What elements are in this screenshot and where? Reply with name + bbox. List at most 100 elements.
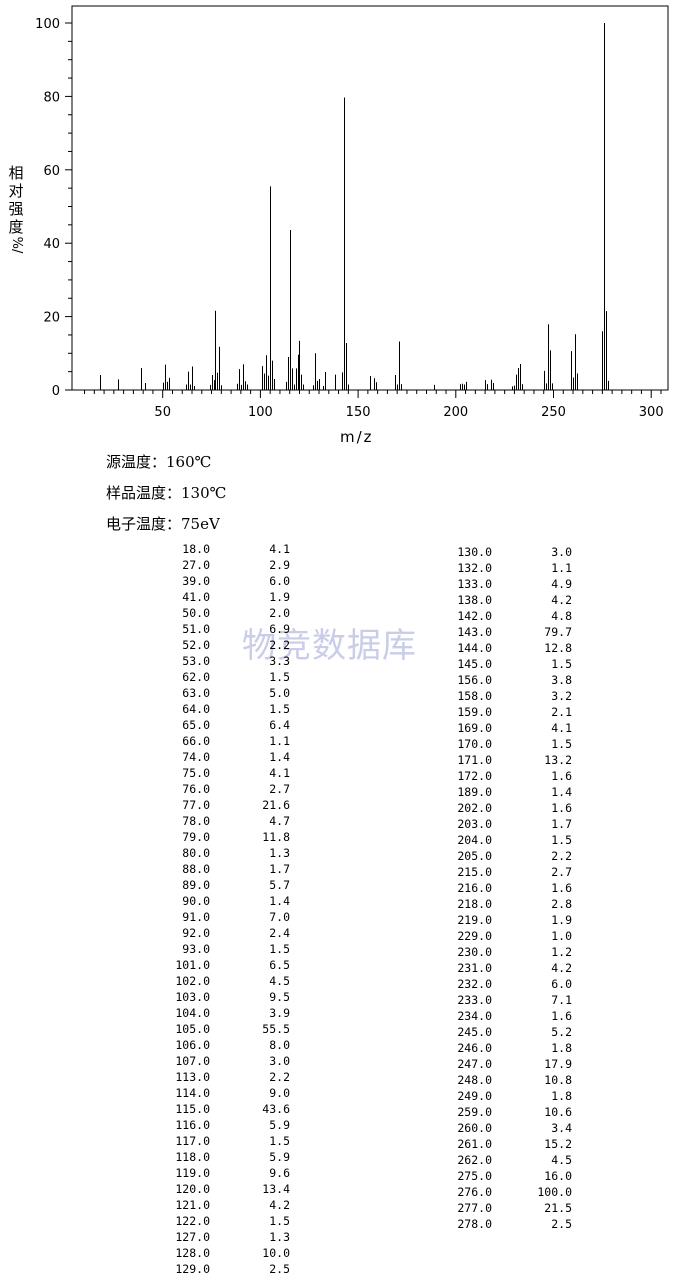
peak-mz: 91.0 bbox=[182, 910, 210, 924]
y-axis-label-char: 对 bbox=[8, 182, 24, 200]
peak-mz: 102.0 bbox=[175, 974, 210, 988]
y-tick-label: 0 bbox=[52, 384, 60, 399]
x-tick-label: 150 bbox=[346, 405, 371, 420]
peak-intensity: 2.5 bbox=[269, 1262, 290, 1276]
peak-intensity: 4.2 bbox=[551, 961, 572, 975]
peak-intensity: 4.2 bbox=[551, 593, 572, 607]
peak-intensity: 3.2 bbox=[551, 689, 572, 703]
peak-mz: 171.0 bbox=[457, 753, 492, 767]
peak-mz: 202.0 bbox=[457, 801, 492, 815]
peak-mz: 120.0 bbox=[175, 1182, 210, 1196]
peak-intensity: 4.7 bbox=[269, 814, 290, 828]
peak-mz: 144.0 bbox=[457, 641, 492, 655]
peak-mz: 276.0 bbox=[457, 1185, 492, 1199]
peak-mz: 77.0 bbox=[182, 798, 210, 812]
peak-mz: 64.0 bbox=[182, 702, 210, 716]
peak-mz: 92.0 bbox=[182, 926, 210, 940]
x-tick-label: 200 bbox=[443, 405, 468, 420]
y-axis-label: 相对强度 %/ bbox=[6, 164, 26, 254]
peak-mz: 103.0 bbox=[175, 990, 210, 1004]
peak-intensity: 17.9 bbox=[544, 1057, 572, 1071]
peak-intensity: 1.5 bbox=[269, 1134, 290, 1148]
peak-intensity: 3.4 bbox=[551, 1121, 572, 1135]
peak-intensity: 5.2 bbox=[551, 1025, 572, 1039]
peak-mz: 203.0 bbox=[457, 817, 492, 831]
peak-intensity: 1.1 bbox=[269, 734, 290, 748]
peak-mz: 122.0 bbox=[175, 1214, 210, 1228]
peak-intensity: 1.5 bbox=[269, 702, 290, 716]
mass-spectrum-chart: 0 20 40 60 80 100 50 100 150 200 250 300 bbox=[35, 5, 669, 420]
peak-intensity: 1.5 bbox=[551, 657, 572, 671]
plot-frame bbox=[71, 5, 669, 391]
peak-intensity: 12.8 bbox=[544, 641, 572, 655]
plot-axes bbox=[71, 5, 669, 391]
peak-mz: 170.0 bbox=[457, 737, 492, 751]
peak-mz: 189.0 bbox=[457, 785, 492, 799]
peak-intensity: 1.6 bbox=[551, 1009, 572, 1023]
sample-temperature: 样品温度：130℃ bbox=[106, 484, 227, 502]
peak-mz: 88.0 bbox=[182, 862, 210, 876]
peak-mz: 133.0 bbox=[457, 577, 492, 591]
peak-mz: 138.0 bbox=[457, 593, 492, 607]
peak-intensity: 2.2 bbox=[269, 1070, 290, 1084]
y-tick-label: 40 bbox=[43, 237, 60, 252]
peak-intensity: 9.5 bbox=[269, 990, 290, 1004]
peak-intensity: 10.6 bbox=[544, 1105, 572, 1119]
y-axis-label-char: 强 bbox=[8, 200, 24, 218]
peak-mz: 262.0 bbox=[457, 1153, 492, 1167]
peak-intensity: 1.5 bbox=[269, 942, 290, 956]
peak-mz: 51.0 bbox=[182, 622, 210, 636]
peak-intensity: 3.0 bbox=[551, 545, 572, 559]
peak-intensity: 4.1 bbox=[269, 542, 290, 556]
peak-intensity: 1.6 bbox=[551, 801, 572, 815]
peak-mz: 159.0 bbox=[457, 705, 492, 719]
y-axis-ticks: 0 20 40 60 80 100 bbox=[35, 17, 72, 399]
y-tick-label: 60 bbox=[43, 164, 60, 179]
peak-intensity: 8.0 bbox=[269, 1038, 290, 1052]
y-axis-label-char: 度 bbox=[8, 218, 24, 236]
peak-intensity: 1.7 bbox=[269, 862, 290, 876]
peak-mz: 62.0 bbox=[182, 670, 210, 684]
peak-intensity: 100.0 bbox=[537, 1185, 572, 1199]
peak-intensity: 1.5 bbox=[269, 670, 290, 684]
peak-mz: 275.0 bbox=[457, 1169, 492, 1183]
peak-mz: 233.0 bbox=[457, 993, 492, 1007]
peak-mz: 249.0 bbox=[457, 1089, 492, 1103]
peak-intensity: 3.0 bbox=[269, 1054, 290, 1068]
x-axis-label: m/z bbox=[340, 428, 374, 446]
peak-mz: 234.0 bbox=[457, 1009, 492, 1023]
peak-mz: 117.0 bbox=[175, 1134, 210, 1148]
peak-mz: 232.0 bbox=[457, 977, 492, 991]
peak-intensity: 1.3 bbox=[269, 1230, 290, 1244]
peak-mz: 231.0 bbox=[457, 961, 492, 975]
peak-intensity: 1.8 bbox=[551, 1089, 572, 1103]
x-axis-ticks: 50 100 150 200 250 300 bbox=[84, 390, 664, 420]
peak-intensity: 3.3 bbox=[269, 654, 290, 668]
peak-mz: 127.0 bbox=[175, 1230, 210, 1244]
peak-intensity: 6.4 bbox=[269, 718, 290, 732]
peak-intensity: 21.5 bbox=[544, 1201, 572, 1215]
peak-mz: 106.0 bbox=[175, 1038, 210, 1052]
peak-intensity: 2.2 bbox=[269, 638, 290, 652]
peak-intensity: 13.4 bbox=[262, 1182, 290, 1196]
peak-mz: 107.0 bbox=[175, 1054, 210, 1068]
peak-mz: 78.0 bbox=[182, 814, 210, 828]
peak-mz: 90.0 bbox=[182, 894, 210, 908]
peak-mz: 204.0 bbox=[457, 833, 492, 847]
peak-intensity: 16.0 bbox=[544, 1169, 572, 1183]
peak-mz: 105.0 bbox=[175, 1022, 210, 1036]
peak-mz: 114.0 bbox=[175, 1086, 210, 1100]
peak-mz: 116.0 bbox=[175, 1118, 210, 1132]
peak-mz: 230.0 bbox=[457, 945, 492, 959]
peak-intensity: 1.8 bbox=[551, 1041, 572, 1055]
peak-intensity: 4.9 bbox=[551, 577, 572, 591]
peak-mz: 119.0 bbox=[175, 1166, 210, 1180]
peak-intensity: 10.8 bbox=[544, 1073, 572, 1087]
peak-mz: 246.0 bbox=[457, 1041, 492, 1055]
peak-intensity: 1.4 bbox=[269, 750, 290, 764]
peak-intensity: 1.9 bbox=[551, 913, 572, 927]
y-axis-label-char: 相 bbox=[8, 164, 24, 182]
peak-mz: 53.0 bbox=[182, 654, 210, 668]
peak-intensity: 4.5 bbox=[269, 974, 290, 988]
peak-mz: 121.0 bbox=[175, 1198, 210, 1212]
